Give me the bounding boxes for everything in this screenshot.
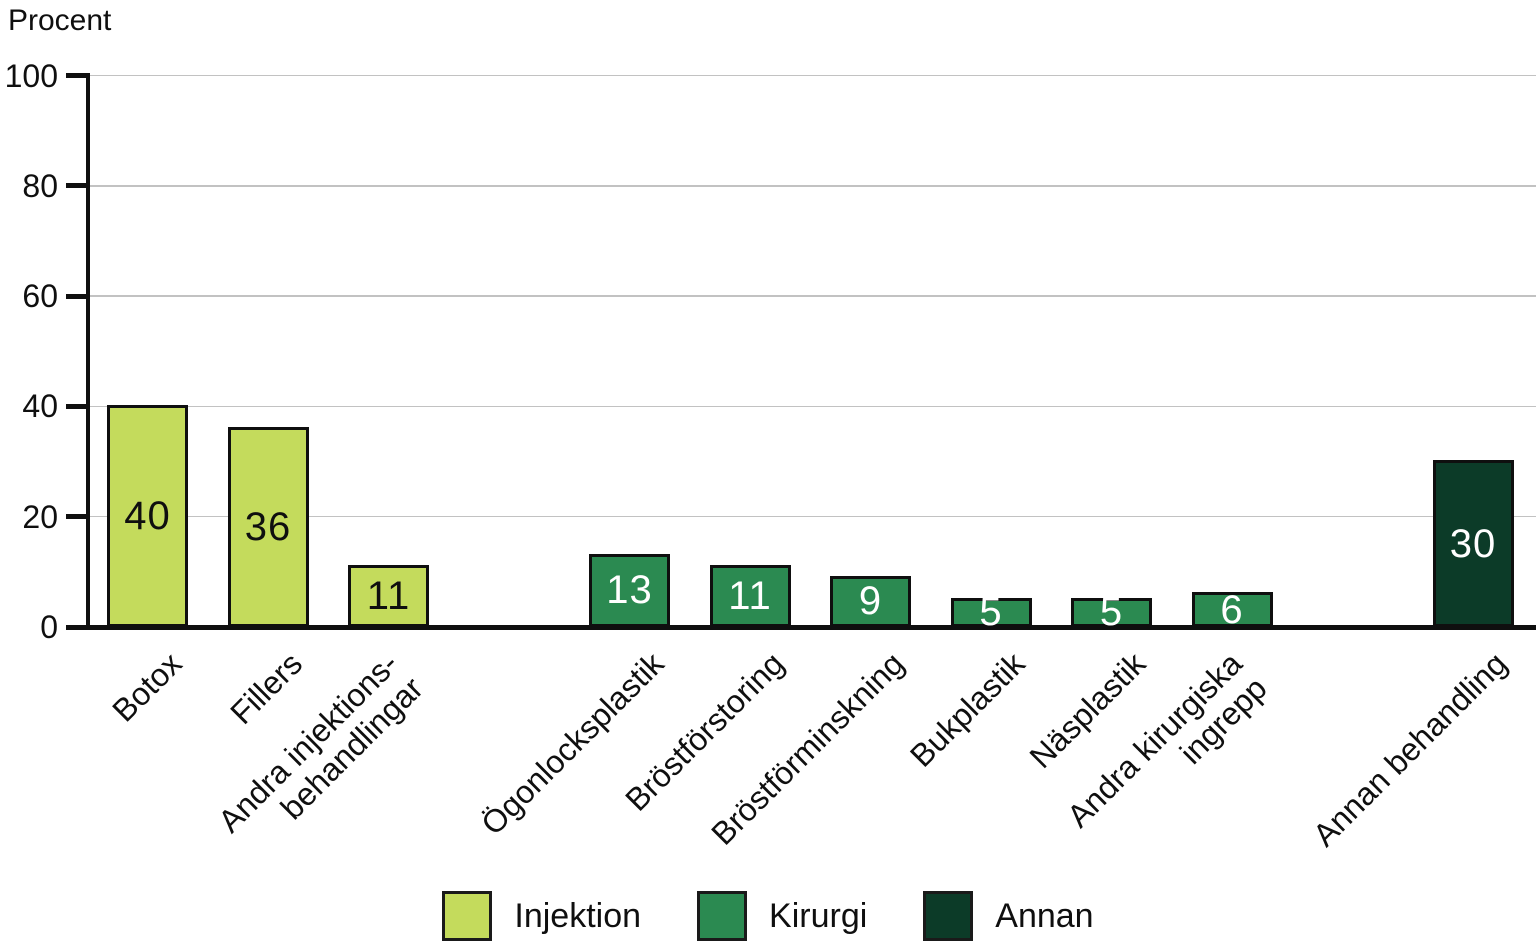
legend-swatch: [442, 891, 493, 941]
bar: 36: [227, 426, 309, 627]
x-axis-label: Botox: [104, 645, 189, 729]
legend-label: Injektion: [514, 896, 642, 935]
bar-value-label: 13: [606, 568, 653, 613]
legend-swatch: [923, 891, 974, 941]
bar-value-label: 11: [728, 573, 772, 618]
bar: 11: [348, 564, 429, 627]
legend-swatch: [697, 891, 748, 941]
bar-value-label: 36: [244, 504, 292, 549]
legend: Injektion Kirurgi Annan: [0, 888, 1536, 944]
x-axis-label: Bukplastik: [903, 645, 1032, 774]
y-tick-mark: [66, 514, 90, 520]
y-axis-line: [86, 73, 90, 630]
legend-item: Injektion: [442, 891, 641, 941]
bar-value-label: 30: [1449, 521, 1497, 566]
bar-value-label: 5: [1099, 590, 1124, 635]
gridline: [90, 295, 1536, 297]
legend-label: Annan: [995, 896, 1094, 935]
bar-value-label: 6: [1220, 587, 1244, 632]
y-tick-mark: [66, 183, 90, 189]
bar: 30: [1432, 460, 1514, 627]
y-tick-mark: [66, 293, 90, 299]
bar: 13: [589, 553, 670, 627]
y-axis-title: Procent: [8, 4, 112, 37]
x-axis-label: Andra injektions- behandlingar: [211, 645, 431, 840]
bar: 40: [107, 404, 188, 627]
bar: 9: [830, 575, 911, 627]
gridline: [90, 185, 1536, 187]
y-tick-mark: [66, 403, 90, 409]
x-axis-line: [66, 624, 1536, 630]
bar: 6: [1191, 587, 1273, 632]
x-axis-label: Annan behandling: [1305, 645, 1514, 854]
bar-value-label: 5: [979, 590, 1003, 635]
bar-value-label: 11: [366, 573, 411, 618]
bar-value-label: 9: [858, 579, 883, 624]
gridline: [90, 515, 1536, 518]
y-tick-mark: [66, 73, 90, 78]
legend-item: Kirurgi: [697, 891, 867, 941]
bar-value-label: 40: [124, 493, 171, 538]
legend-label: Kirurgi: [769, 896, 868, 935]
legend-item: Annan: [923, 891, 1094, 941]
x-axis-label: Fillers: [222, 645, 309, 732]
gridline: [90, 405, 1536, 408]
bar: 5: [1071, 592, 1152, 632]
bar: 11: [709, 564, 791, 627]
bar: 5: [950, 592, 1032, 632]
gridline: [90, 74, 1536, 77]
